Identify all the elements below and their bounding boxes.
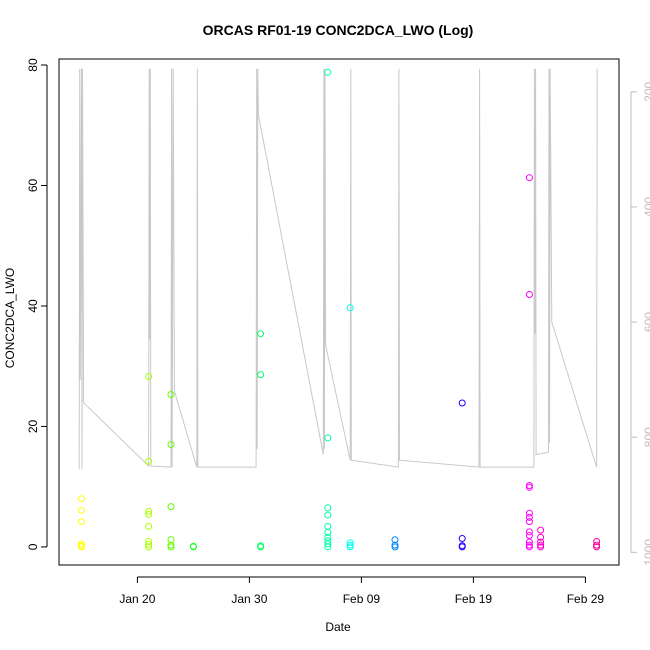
y-tick-label: 40 xyxy=(26,299,40,313)
y2-tick-label: 1000 xyxy=(642,539,650,566)
data-point xyxy=(458,535,466,542)
x-tick-label: Jan 20 xyxy=(119,592,155,606)
data-point xyxy=(324,537,332,545)
data-point xyxy=(324,68,332,76)
data-point xyxy=(391,536,399,544)
data-point xyxy=(525,174,533,182)
x-tick-label: Jan 30 xyxy=(231,592,267,606)
data-point xyxy=(324,540,332,548)
data-point xyxy=(77,495,85,503)
data-point xyxy=(167,441,175,448)
data-point xyxy=(346,304,354,312)
data-point xyxy=(77,506,85,514)
data-point xyxy=(189,542,197,550)
y-tick-label: 20 xyxy=(26,419,40,433)
data-point xyxy=(145,457,153,465)
data-point xyxy=(346,541,354,549)
data-points-layer xyxy=(77,68,601,551)
data-point xyxy=(167,391,175,398)
chart-title: ORCAS RF01-19 CONC2DCA_LWO (Log) xyxy=(203,22,474,38)
data-point xyxy=(525,482,533,489)
data-point xyxy=(145,373,153,380)
y-tick-label: 60 xyxy=(26,179,40,193)
data-point xyxy=(593,541,601,549)
data-point xyxy=(593,538,601,545)
data-point xyxy=(324,434,332,442)
y2-axis: 200 400 600 800 1000 xyxy=(630,81,650,566)
data-point xyxy=(537,526,545,534)
data-point xyxy=(525,541,533,549)
data-point xyxy=(145,543,153,551)
y-axis: 0 20 40 60 80 xyxy=(26,58,48,550)
data-point xyxy=(145,541,153,548)
data-point xyxy=(537,538,545,546)
data-point xyxy=(525,518,533,526)
data-point xyxy=(257,371,265,379)
x-axis-label: Date xyxy=(325,620,351,634)
data-point xyxy=(537,541,545,549)
x-tick-label: Feb 09 xyxy=(343,592,381,606)
y2-tick-label: 600 xyxy=(642,312,650,332)
data-point xyxy=(257,330,265,338)
pressure-trace-line xyxy=(78,68,598,469)
data-point xyxy=(525,513,533,521)
y-tick-label: 0 xyxy=(26,543,40,550)
data-point xyxy=(525,509,533,517)
data-point xyxy=(324,522,332,530)
pressure-trace-layer xyxy=(78,68,598,469)
data-point xyxy=(324,504,332,512)
data-point xyxy=(167,503,175,511)
data-point xyxy=(525,538,533,546)
y-tick-label: 80 xyxy=(26,58,40,72)
data-point xyxy=(257,542,265,550)
data-point xyxy=(324,533,332,541)
plot-frame xyxy=(58,58,620,566)
data-point xyxy=(167,536,175,544)
data-point xyxy=(458,542,466,550)
data-point xyxy=(145,538,153,545)
data-point xyxy=(77,518,85,526)
data-point xyxy=(167,541,175,549)
x-axis: Jan 20 Jan 30 Feb 09 Feb 19 Feb 29 xyxy=(119,576,605,606)
data-point xyxy=(324,511,332,519)
data-point xyxy=(346,539,354,547)
data-point xyxy=(77,540,85,548)
data-point xyxy=(537,533,545,541)
data-point xyxy=(391,541,399,549)
data-point xyxy=(145,522,153,530)
data-point xyxy=(525,528,533,536)
y-axis-label: CONC2DCA_LWO xyxy=(3,268,17,368)
x-tick-label: Feb 19 xyxy=(455,592,493,606)
data-point xyxy=(145,507,153,515)
y2-tick-label: 200 xyxy=(642,81,650,101)
data-point xyxy=(525,532,533,539)
y2-tick-label: 800 xyxy=(642,427,650,447)
y2-tick-label: 400 xyxy=(642,197,650,217)
data-point xyxy=(145,510,153,518)
data-point xyxy=(458,399,466,407)
data-point xyxy=(525,291,533,298)
x-tick-label: Feb 29 xyxy=(567,592,605,606)
